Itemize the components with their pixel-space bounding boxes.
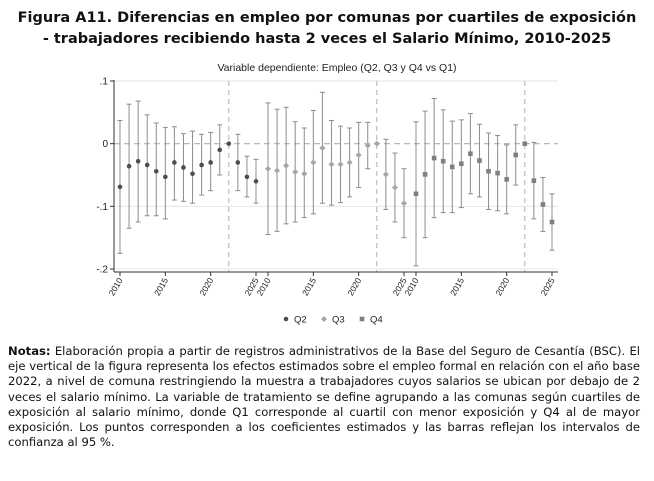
legend-marker-q4 [359,316,365,322]
point-q2 [244,174,250,180]
point-q4 [531,178,537,183]
legend-label-q4: Q4 [370,315,383,326]
point-q2 [199,162,204,168]
point-q3 [328,161,335,168]
point-q2 [208,160,213,165]
point-q4 [486,168,491,174]
point-q4 [459,161,464,167]
point-q3 [274,167,281,174]
point-q2 [117,184,123,190]
figure-title-line-1: Figura A11. Diferencias en empleo por co… [17,10,637,26]
point-q4 [422,172,428,177]
point-q3 [364,142,371,149]
y-tick-label: .1 [100,77,109,88]
figure-title-line-2: - trabajadores recibiendo hasta 2 veces … [42,31,612,47]
point-q4 [513,152,519,158]
legend-marker-q3 [321,316,327,322]
point-q4 [549,219,555,225]
chart-background [0,56,654,340]
point-q2 [235,160,241,165]
point-q4 [449,164,455,170]
event-study-chart: Variable dependiente: Empleo (Q2, Q3 y Q… [0,56,654,340]
point-q3 [401,200,407,207]
point-q3 [391,184,398,191]
point-q3 [265,165,271,172]
chart-legend: Q2 Q3 Q4 [283,315,383,326]
point-q2 [163,174,168,180]
point-q3 [283,162,290,169]
notes-text: Elaboración propia a partir de registros… [8,344,640,450]
point-q3 [319,145,326,152]
point-q2 [181,165,186,170]
figure-title: Figura A11. Diferencias en empleo por co… [0,8,654,50]
point-q3 [346,159,353,166]
point-q4 [413,191,419,197]
point-q2 [217,147,223,153]
point-q2 [172,160,177,165]
point-q2 [144,162,150,168]
y-tick-label: -.1 [96,202,108,213]
point-q3 [301,170,308,177]
chart-container: Variable dependiente: Empleo (Q2, Q3 y Q… [0,56,654,340]
point-q3 [292,168,299,175]
point-q3 [355,151,362,158]
point-q3 [373,140,380,147]
y-tick-label: -.2 [96,265,108,276]
point-q3 [310,159,317,166]
notes-label: Notas: [8,344,51,358]
point-q3 [382,171,389,178]
legend-label-q2: Q2 [294,315,307,326]
notes-paragraph: Notas: Elaboración propia a partir de re… [8,344,640,450]
point-q4 [522,141,528,146]
point-q4 [440,158,446,164]
point-q2 [126,163,132,169]
legend-label-q3: Q3 [332,315,345,326]
point-q2 [226,141,232,146]
point-q4 [477,158,482,163]
point-q2 [253,178,259,184]
point-q4 [431,155,437,161]
point-q4 [504,177,509,182]
legend-marker-q2 [283,316,289,322]
y-tick-label: 0 [102,139,108,150]
point-q4 [540,202,546,207]
point-q2 [153,168,159,174]
point-q2 [190,171,195,177]
point-q3 [337,161,344,168]
point-q4 [468,151,473,156]
point-q4 [495,170,500,176]
chart-subtitle: Variable dependiente: Empleo (Q2, Q3 y Q… [217,62,456,74]
point-q2 [135,158,141,164]
